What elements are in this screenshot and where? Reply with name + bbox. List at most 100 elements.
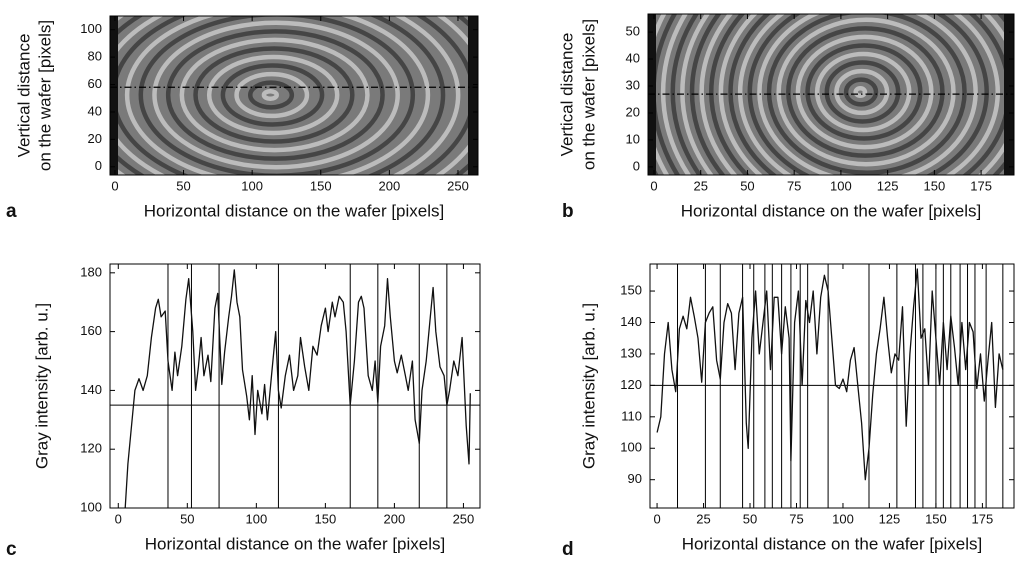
fringe — [795, 34, 934, 150]
y-axis-label: on the wafer [pixels] — [579, 19, 598, 170]
y-tick-label: 130 — [620, 345, 642, 360]
y-tick-label: 50 — [626, 24, 640, 39]
x-axis-label: Horizontal distance on the wafer [pixels… — [145, 534, 446, 553]
panel-label: d — [562, 539, 574, 560]
x-tick-label: 100 — [245, 511, 267, 526]
fringe — [689, 14, 726, 175]
x-tick-label: 100 — [832, 511, 854, 526]
plot-frame — [109, 263, 481, 509]
y-tick-label: 150 — [620, 282, 642, 297]
y-axis-label: Gray intensity [arb. u.] — [579, 303, 598, 469]
x-tick-label: 50 — [740, 178, 754, 193]
x-tick-label: 200 — [379, 178, 401, 193]
x-tick-label: 0 — [115, 511, 122, 526]
y-axis-label: Vertical distance — [14, 34, 33, 158]
edge-right — [468, 16, 478, 175]
fringe — [786, 26, 945, 158]
fringe — [179, 37, 370, 153]
panel-label: a — [6, 201, 17, 222]
y-tick-label: 140 — [80, 382, 102, 397]
y-axis-label: Vertical distance — [557, 33, 576, 157]
fringe — [193, 46, 355, 144]
x-tick-label: 150 — [925, 511, 947, 526]
x-tick-label: 250 — [447, 178, 469, 193]
x-tick-label: 100 — [830, 178, 852, 193]
y-tick-label: 0 — [633, 158, 640, 173]
y-tick-label: 100 — [80, 21, 102, 36]
x-tick-label: 0 — [111, 178, 118, 193]
y-tick-label: 120 — [620, 377, 642, 392]
x-tick-label: 175 — [972, 511, 994, 526]
x-tick-label: 50 — [176, 178, 190, 193]
y-tick-label: 160 — [80, 323, 102, 338]
fringe — [737, 14, 1000, 175]
fringe — [747, 14, 989, 175]
plot-area — [650, 264, 1014, 508]
x-tick-label: 75 — [789, 511, 803, 526]
x-axis-label: Horizontal distance on the wafer [pixels… — [681, 201, 982, 220]
y-axis-label: on the wafer [pixels] — [35, 20, 54, 171]
fringe — [670, 14, 703, 175]
fringe — [805, 43, 923, 141]
fringe — [220, 63, 325, 127]
x-tick-label: 150 — [315, 511, 337, 526]
x-axis-label: Horizontal distance on the wafer [pixels… — [144, 201, 445, 220]
y-tick-label: 40 — [88, 103, 102, 118]
x-tick-label: 50 — [743, 511, 757, 526]
fringe — [853, 85, 868, 99]
intensity-line — [656, 268, 1004, 481]
x-tick-label: 0 — [650, 178, 657, 193]
fringe — [261, 88, 279, 102]
y-tick-label: 30 — [626, 77, 640, 92]
fringe — [152, 20, 400, 170]
x-tick-label: 200 — [384, 511, 406, 526]
x-tick-label: 175 — [970, 178, 992, 193]
edge-right — [1004, 14, 1014, 175]
y-tick-label: 80 — [88, 49, 102, 64]
y-tick-label: 0 — [95, 158, 102, 173]
y-tick-label: 90 — [628, 471, 642, 486]
fringe — [138, 16, 416, 175]
x-tick-label: 50 — [180, 511, 194, 526]
fringe — [843, 77, 879, 107]
plot-frame — [649, 263, 1015, 509]
y-tick-label: 120 — [80, 441, 102, 456]
plot-frame — [647, 13, 1015, 176]
x-tick-label: 25 — [693, 178, 707, 193]
image — [110, 16, 478, 175]
fringe — [660, 14, 692, 175]
y-tick-label: 40 — [626, 50, 640, 65]
y-tick-label: 110 — [621, 408, 642, 423]
fringe — [709, 14, 1014, 175]
fringe — [247, 80, 295, 110]
y-tick-label: 20 — [626, 104, 640, 119]
fringe — [824, 60, 901, 124]
panel-label: c — [6, 539, 17, 560]
y-tick-label: 140 — [620, 314, 642, 329]
fringe — [814, 51, 912, 133]
panel-label: b — [562, 201, 574, 222]
fringe — [124, 16, 431, 175]
y-axis-label: Gray intensity [arb. u.] — [32, 303, 51, 469]
fringe — [206, 54, 340, 136]
fringe — [165, 29, 385, 161]
fringe — [776, 17, 956, 167]
image — [648, 14, 1014, 175]
y-tick-label: 60 — [88, 76, 102, 91]
edge-left — [110, 16, 118, 175]
y-tick-label: 10 — [626, 131, 640, 146]
y-tick-label: 20 — [88, 131, 102, 146]
x-tick-label: 75 — [787, 178, 801, 193]
x-tick-label: 150 — [924, 178, 946, 193]
y-tick-label: 180 — [80, 264, 102, 279]
fringe — [766, 14, 967, 175]
y-tick-label: 100 — [620, 440, 642, 455]
plot-area — [110, 264, 480, 508]
x-tick-label: 125 — [877, 178, 899, 193]
y-tick-label: 100 — [80, 499, 102, 514]
x-tick-label: 0 — [653, 511, 660, 526]
x-tick-label: 250 — [453, 511, 475, 526]
x-tick-label: 150 — [310, 178, 332, 193]
fringe — [110, 16, 461, 175]
x-tick-label: 100 — [241, 178, 263, 193]
